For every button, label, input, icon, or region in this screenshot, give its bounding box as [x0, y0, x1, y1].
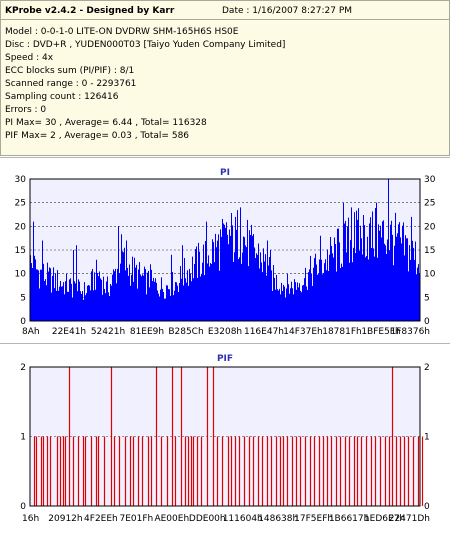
pi-chart: PI 0 0 5 5 10 10 15 15 20 20 25 25 30 30 8Ah 22E41h 52421… — [15, 168, 436, 337]
range-line: Scanned range : 0 - 2293761 — [5, 79, 137, 89]
x-tick-label: 1B6617h — [329, 514, 370, 524]
x-tick-label: 116E47h — [244, 327, 284, 337]
pif-chart-panel: PIF 0 0 1 1 2 2 16h 20912h 4F2EEh 7E01Fh AE00Eh DDE0… — [0, 343, 450, 530]
y-tick-right: 25 — [424, 199, 435, 209]
x-tick-label: 7E01Fh — [119, 514, 153, 524]
y-tick-left: 0 — [20, 502, 26, 512]
plot-frame — [29, 178, 421, 322]
y-tick-left: 1 — [20, 433, 26, 443]
pi-summary-line: PI Max= 30 , Average= 6.44 , Total= 1163… — [5, 118, 207, 128]
y-tick-right: 20 — [424, 222, 436, 232]
y-tick-right: 10 — [424, 270, 436, 280]
x-tick-label: 81EE9h — [130, 327, 164, 337]
x-tick-label: 16h — [22, 514, 39, 524]
disc-line: Disc : DVD+R , YUDEN000T03 [Taiyo Yuden … — [5, 40, 286, 50]
x-tick-label: 1BFE5Fh — [361, 327, 400, 337]
x-tick-label: 22E41h — [52, 327, 86, 337]
y-tick-right: 5 — [424, 293, 430, 303]
x-tick-label: 22471Dh — [389, 514, 430, 524]
y-tick-left: 2 — [20, 363, 26, 373]
x-tick-label: AE00Eh — [154, 514, 189, 524]
x-tick-label: 1ED6E7h — [364, 514, 405, 524]
x-tick-label: 17F5EFh — [294, 514, 333, 524]
chart-title: PIF — [217, 354, 233, 364]
speed-line: Speed : 4x — [5, 53, 54, 63]
y-tick-left: 25 — [15, 199, 26, 209]
y-tick-left: 30 — [15, 175, 27, 185]
y-tick-right: 1 — [424, 433, 430, 443]
x-tick-label: B285Ch — [168, 327, 203, 337]
x-tick-label: 14F37Eh — [283, 327, 322, 337]
model-line: Model : 0-0-1-0 LITE-ON DVDRW SHM-165H6S… — [5, 27, 239, 37]
pi-chart-panel: PI 0 0 5 5 10 10 15 15 20 20 25 25 30 30 8Ah 22E41h 52421… — [0, 157, 450, 341]
info-lines: Model : 0-0-1-0 LITE-ON DVDRW SHM-165H6S… — [5, 26, 285, 143]
ecc-line: ECC blocks sum (PI/PIF) : 8/1 — [5, 66, 135, 76]
chart-title: PI — [220, 168, 230, 178]
y-tick-left: 10 — [15, 270, 27, 280]
sampling-line: Sampling count : 126416 — [5, 92, 119, 102]
y-tick-left: 0 — [20, 317, 26, 327]
y-tick-left: 5 — [20, 293, 26, 303]
x-tick-label: 18781Fh — [322, 327, 362, 337]
plot-frame — [29, 366, 421, 507]
y-tick-right: 0 — [424, 502, 430, 512]
pif-summary-line: PIF Max= 2 , Average= 0.03 , Total= 586 — [5, 131, 190, 141]
x-tick-label: 20912h — [48, 514, 82, 524]
y-tick-right: 30 — [424, 175, 436, 185]
x-tick-label: 52421h — [91, 327, 125, 337]
app-title: KProbe v2.4.2 - Designed by Karr — [5, 6, 175, 16]
scan-date: Date : 1/16/2007 8:27:27 PM — [222, 6, 353, 16]
pif-chart: PIF 0 0 1 1 2 2 16h 20912h 4F2EEh 7E01Fh AE00Eh DDE0… — [20, 354, 430, 524]
y-tick-right: 15 — [424, 246, 435, 256]
x-tick-label: 148638h — [258, 514, 298, 524]
header-divider — [1, 19, 449, 20]
y-tick-left: 15 — [15, 246, 26, 256]
x-tick-label: 4F2EEh — [84, 514, 118, 524]
x-tick-label: DDE00h — [189, 514, 226, 524]
x-tick-label: 8Ah — [22, 327, 40, 337]
errors-line: Errors : 0 — [5, 105, 47, 115]
y-tick-right: 0 — [424, 317, 430, 327]
info-panel: KProbe v2.4.2 - Designed by Karr Date : … — [0, 0, 450, 156]
y-tick-left: 20 — [15, 222, 27, 232]
x-tick-label: 111604h — [223, 514, 263, 524]
x-tick-label: 1F8376h — [390, 327, 430, 337]
y-tick-right: 2 — [424, 363, 430, 373]
x-tick-label: E3208h — [208, 327, 242, 337]
